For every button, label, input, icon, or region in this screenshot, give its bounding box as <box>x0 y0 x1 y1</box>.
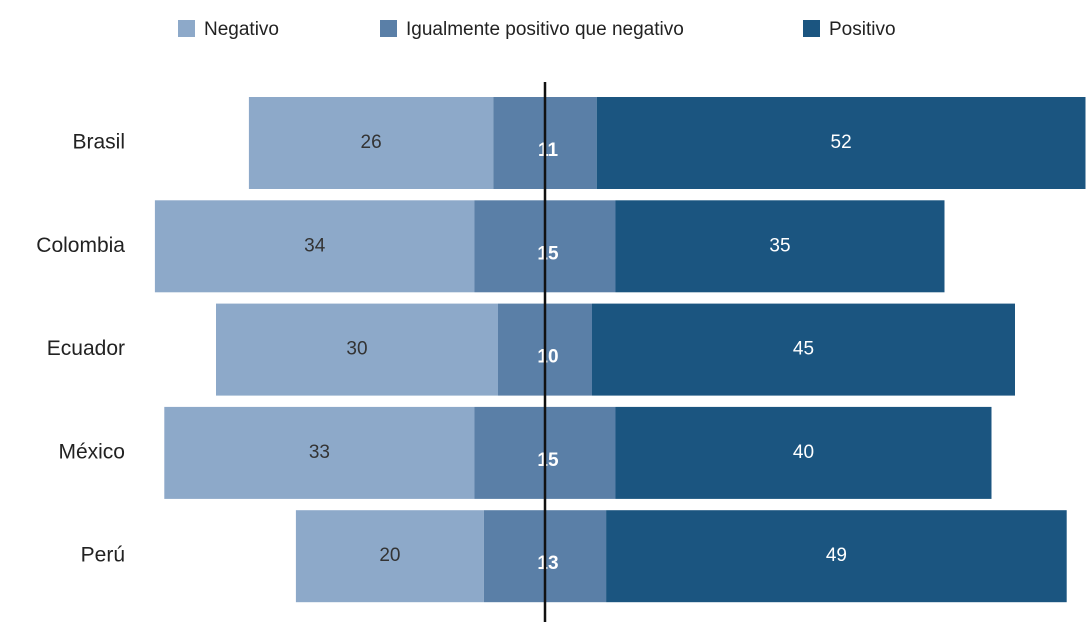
bar-segment <box>615 406 992 499</box>
category-label: Perú <box>81 544 125 567</box>
data-label: 34 <box>304 235 326 256</box>
data-label: 26 <box>361 132 382 153</box>
bar-segment <box>596 97 1086 189</box>
data-label: 10 <box>537 347 558 368</box>
data-label: 35 <box>769 235 790 256</box>
data-label: 15 <box>537 243 559 264</box>
bar-segment <box>248 97 494 189</box>
bar-segment <box>216 303 498 396</box>
data-label: 20 <box>379 545 400 566</box>
data-label: 11 <box>538 140 559 161</box>
data-label: 40 <box>793 442 814 463</box>
data-label: 33 <box>309 442 330 463</box>
data-label: 49 <box>826 545 847 566</box>
legend-swatch <box>178 20 195 37</box>
category-label: Brasil <box>72 131 125 154</box>
data-label: 13 <box>537 553 558 574</box>
bar-segment <box>615 200 945 293</box>
legend-swatch <box>380 20 397 37</box>
legend-label: Negativo <box>204 19 279 40</box>
bar-segment <box>606 510 1067 603</box>
legend-swatch <box>803 20 820 37</box>
legend-label: Igualmente positivo que negativo <box>406 19 684 40</box>
data-label: 45 <box>793 339 814 360</box>
bar-segment <box>295 510 484 603</box>
bar-segment <box>592 303 1015 396</box>
legend-label: Positivo <box>829 19 896 40</box>
data-label: 15 <box>537 450 559 471</box>
category-label: México <box>58 440 125 463</box>
category-label: Ecuador <box>47 337 125 360</box>
data-label: 30 <box>346 339 367 360</box>
data-label: 52 <box>831 132 852 153</box>
bar-segment <box>154 200 475 293</box>
category-label: Colombia <box>36 234 125 257</box>
bar-segment <box>164 406 475 499</box>
